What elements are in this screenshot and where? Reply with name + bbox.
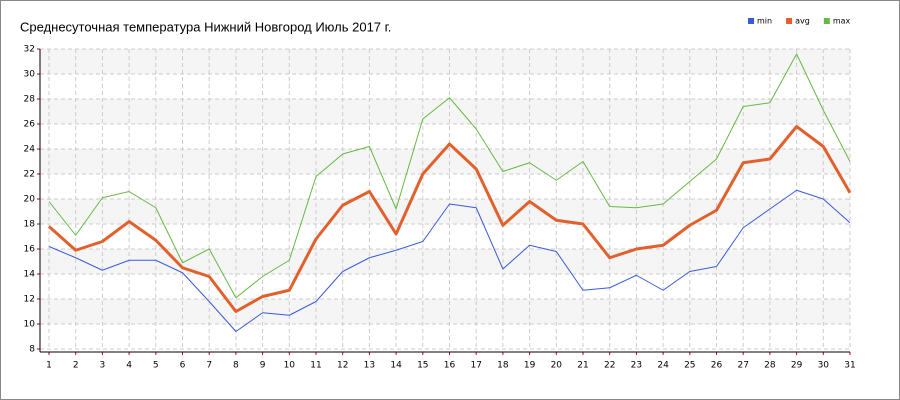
x-tick-label: 30: [818, 361, 830, 371]
x-tick-label: 6: [180, 361, 186, 371]
y-tick-label: 26: [24, 120, 36, 130]
grid-band: [40, 299, 850, 324]
x-tick-label: 20: [551, 361, 563, 371]
x-tick-label: 7: [206, 361, 212, 371]
x-tick-label: 24: [657, 361, 669, 371]
legend-swatch: [823, 18, 830, 24]
y-tick-label: 8: [29, 345, 35, 355]
x-tick-label: 17: [470, 361, 481, 371]
x-tick-label: 3: [100, 361, 106, 371]
y-tick-label: 20: [24, 195, 36, 205]
x-tick-label: 1: [46, 361, 52, 371]
y-tick-label: 18: [24, 220, 36, 230]
x-tick-label: 16: [444, 361, 456, 371]
x-tick-label: 15: [417, 361, 428, 371]
x-tick-label: 28: [764, 361, 776, 371]
x-tick-label: 29: [791, 361, 803, 371]
legend-swatch: [748, 18, 754, 24]
x-tick-label: 23: [631, 361, 642, 371]
x-tick-label: 27: [737, 361, 748, 371]
x-tick-label: 13: [364, 361, 375, 371]
x-tick-label: 2: [73, 361, 79, 371]
y-tick-label: 32: [24, 45, 35, 55]
x-tick-label: 8: [233, 361, 239, 371]
x-tick-label: 10: [284, 361, 296, 371]
x-tick-label: 22: [604, 361, 615, 371]
x-tick-label: 19: [524, 361, 536, 371]
legend-label: max: [833, 17, 851, 26]
x-tick-label: 9: [260, 361, 266, 371]
chart-title: Среднесуточная температура Нижний Новгор…: [20, 19, 391, 34]
x-tick-label: 4: [126, 361, 132, 371]
x-tick-label: 11: [310, 361, 321, 371]
x-tick-label: 26: [711, 361, 723, 371]
x-tick-label: 18: [497, 361, 509, 371]
y-tick-label: 22: [24, 170, 35, 180]
y-tick-label: 24: [24, 145, 36, 155]
y-tick-label: 14: [24, 270, 36, 280]
grid-band: [40, 49, 850, 74]
series-line: [48, 189, 851, 332]
y-tick-label: 28: [24, 95, 36, 105]
y-tick-label: 30: [24, 70, 36, 80]
y-tick-label: 10: [24, 320, 36, 330]
x-tick-label: 14: [390, 361, 402, 371]
y-tick-label: 16: [24, 245, 36, 255]
grid-band: [40, 249, 850, 274]
x-tick-label: 5: [153, 361, 159, 371]
legend-swatch: [786, 18, 793, 24]
x-tick-label: 21: [577, 361, 588, 371]
x-tick-label: 25: [684, 361, 695, 371]
y-tick-label: 12: [24, 295, 35, 305]
legend-label: avg: [795, 17, 810, 26]
grid-band: [40, 149, 850, 174]
grid-band: [40, 99, 850, 124]
x-tick-label: 31: [844, 361, 855, 371]
series-line: [48, 53, 851, 299]
x-tick-label: 12: [337, 361, 348, 371]
series-line: [48, 125, 852, 313]
legend-label: min: [757, 17, 772, 26]
